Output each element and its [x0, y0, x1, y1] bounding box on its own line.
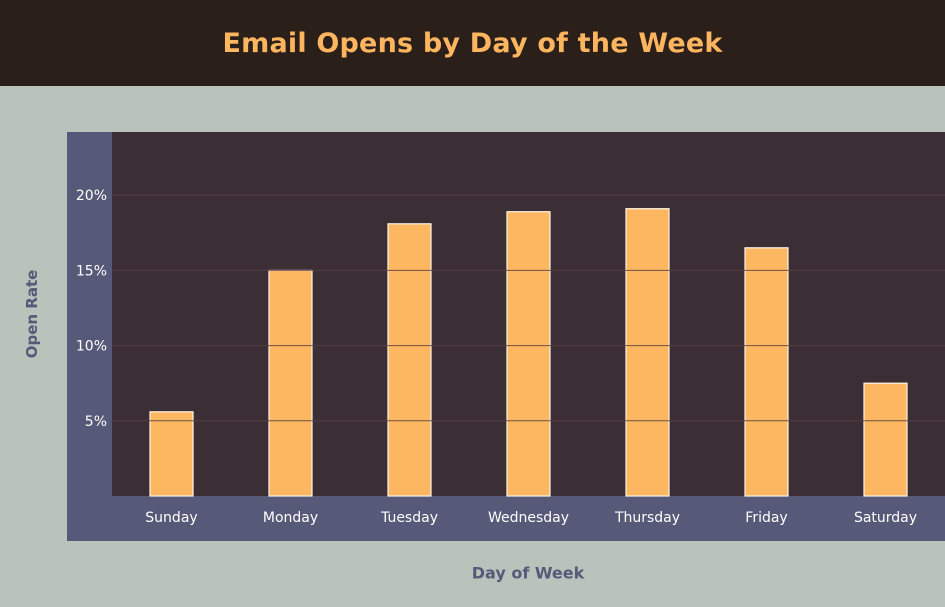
- x-tick-label: Saturday: [854, 510, 917, 526]
- x-tick-label: Friday: [745, 510, 787, 526]
- y-tick-label: 5%: [85, 414, 107, 430]
- y-tick-label: 20%: [76, 188, 107, 204]
- chart-frame: 5% 10% 15% 20% Sunday Monday Tuesday Wednesday T…: [67, 132, 945, 541]
- x-tick-label: Thursday: [614, 510, 680, 526]
- chart-title: Email Opens by Day of the Week: [222, 27, 723, 59]
- x-tick-label: Sunday: [145, 510, 197, 526]
- y-tick-label: 10%: [76, 339, 107, 355]
- y-axis-title: Open Rate: [23, 269, 41, 359]
- bar-friday: [744, 247, 789, 497]
- bar-monday: [268, 269, 313, 497]
- bar-thursday: [625, 208, 670, 497]
- x-axis-title: Day of Week: [471, 563, 585, 583]
- y-tick-label: 15%: [76, 263, 107, 279]
- bar-chart: 5% 10% 15% 20% Sunday Monday Tuesday Wednesday T…: [76, 188, 945, 526]
- bar-sunday: [149, 411, 194, 497]
- bar-tuesday: [387, 223, 432, 497]
- x-tick-label: Monday: [263, 510, 318, 526]
- x-tick-label: Tuesday: [380, 510, 438, 526]
- bar-saturday: [863, 382, 908, 497]
- x-tick-label: Wednesday: [488, 510, 569, 526]
- title-bar: Email Opens by Day of the Week: [0, 0, 945, 86]
- bar-wednesday: [506, 211, 551, 497]
